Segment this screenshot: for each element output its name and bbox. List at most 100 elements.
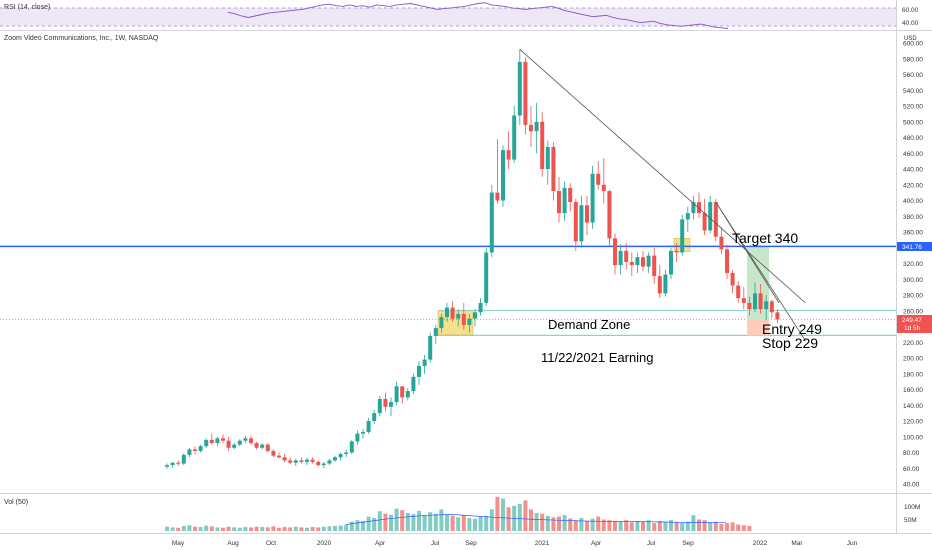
- candle-body: [663, 274, 668, 294]
- candle-body: [573, 202, 578, 242]
- volume-bar: [461, 515, 466, 531]
- volume-bar: [736, 524, 741, 531]
- candle-group: [165, 49, 780, 470]
- earning-annotation: 11/22/2021 Earning: [541, 350, 654, 365]
- candle-body: [209, 439, 214, 444]
- time-tick-label: Apr: [375, 540, 386, 547]
- candle-body: [769, 301, 774, 313]
- price-tick-label: 180.00: [903, 371, 923, 378]
- volume-bar: [165, 526, 169, 531]
- candle-body: [601, 184, 606, 192]
- candle-body: [568, 187, 573, 203]
- volume-bar: [316, 527, 321, 531]
- volume-bar: [697, 519, 701, 531]
- time-tick-label: 2021: [535, 540, 550, 547]
- trendline-group: [519, 49, 806, 341]
- candle-body: [249, 438, 253, 444]
- candle-body: [540, 121, 545, 169]
- candle-body: [271, 450, 276, 456]
- candle-body: [417, 365, 421, 377]
- volume-bar: [523, 500, 528, 531]
- volume-bar: [629, 522, 634, 531]
- target-fill: [747, 246, 769, 320]
- candle-body: [181, 454, 186, 464]
- candle-body: [741, 298, 746, 303]
- candle-body: [361, 432, 365, 434]
- volume-bar: [383, 513, 388, 531]
- volume-bar: [428, 512, 433, 531]
- volume-bar: [282, 527, 287, 531]
- candle-body: [193, 449, 197, 451]
- volume-bar: [226, 526, 231, 531]
- volume-tick: 50M: [904, 517, 917, 524]
- volume-bar: [321, 526, 326, 531]
- volume-bar: [517, 504, 522, 531]
- candle-body: [758, 293, 763, 310]
- candle-body: [439, 317, 444, 329]
- candle-body: [254, 443, 259, 448]
- candle-body: [327, 460, 332, 464]
- volume-bar: [176, 527, 181, 531]
- volume-bar: [433, 513, 438, 531]
- candle-body: [293, 460, 298, 463]
- candle-body: [517, 61, 522, 116]
- demand-zone-annotation: Demand Zone: [548, 317, 630, 332]
- rsi-line-group: [227, 2, 729, 29]
- time-tick-label: Mar: [791, 540, 803, 547]
- candle-body: [512, 115, 517, 160]
- volume-bar: [579, 518, 584, 531]
- candle-body: [730, 272, 735, 286]
- candle-body: [176, 462, 181, 464]
- candle-body: [221, 438, 225, 441]
- volume-bar: [635, 520, 640, 531]
- trendline: [519, 49, 806, 304]
- candle-body: [501, 150, 505, 201]
- hline-price-label: 341.76: [902, 244, 922, 251]
- candle-body: [260, 444, 265, 448]
- volume-bar: [366, 516, 371, 531]
- candle-body: [394, 386, 399, 403]
- candle-body: [215, 438, 220, 444]
- time-tick-label: Sep: [682, 540, 694, 547]
- price-tick-label: 200.00: [903, 356, 923, 363]
- volume-bar: [193, 526, 197, 531]
- candle-body: [456, 313, 461, 319]
- volume-bar: [529, 509, 533, 531]
- time-tick-label: May: [172, 540, 185, 547]
- candle-body: [506, 150, 511, 160]
- volume-bar: [741, 525, 746, 531]
- price-tick-label: 60.00: [903, 466, 920, 473]
- volume-bar: [237, 527, 242, 531]
- volume-bar: [545, 515, 550, 531]
- price-tick-label: 80.00: [903, 450, 920, 457]
- volume-bar: [456, 517, 461, 531]
- candle-body: [725, 249, 729, 273]
- volume-bar: [534, 513, 539, 531]
- candle-body: [355, 433, 360, 442]
- volume-bar: [489, 509, 494, 531]
- price-tick-label: 520.00: [903, 104, 923, 111]
- candle-body: [232, 444, 237, 448]
- candle-body: [674, 250, 679, 253]
- price-tick-label: 100.00: [903, 434, 923, 441]
- candle-body: [585, 205, 589, 223]
- candle-body: [187, 449, 192, 455]
- candle-body: [713, 202, 718, 237]
- volume-bar: [422, 515, 427, 531]
- price-tick-label: 480.00: [903, 135, 923, 142]
- candle-body: [523, 61, 528, 125]
- volume-bar: [288, 527, 293, 531]
- volume-bar: [439, 509, 444, 531]
- volume-bar: [557, 516, 561, 531]
- candle-body: [484, 252, 489, 303]
- candle-body: [282, 457, 287, 461]
- price-tick-label: 460.00: [903, 151, 923, 158]
- price-tick-label: 600.00: [903, 41, 923, 48]
- volume-bar: [305, 527, 309, 531]
- candle-body: [618, 250, 623, 266]
- volume-bar: [585, 520, 589, 531]
- candle-body: [495, 192, 500, 201]
- volume-bar: [243, 527, 248, 531]
- candle-body: [349, 441, 354, 453]
- candle-body: [445, 307, 449, 318]
